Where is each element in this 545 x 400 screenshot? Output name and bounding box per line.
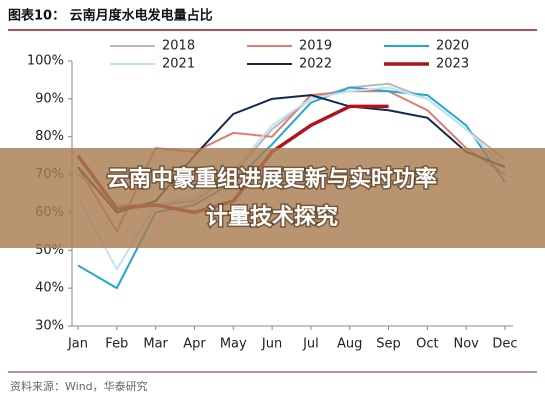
x-tick-label: May (220, 337, 247, 352)
x-tick-label: Oct (416, 337, 438, 352)
banner-bg (0, 148, 545, 248)
x-tick-label: Dec (492, 337, 517, 352)
x-tick-label: Nov (453, 337, 479, 352)
x-tick-label: Jan (67, 337, 88, 352)
banner-text: 计量技术探究 (206, 204, 338, 230)
chart-title: 图表10： 云南月度水电发电量占比 (8, 8, 213, 24)
legend-label: 2022 (299, 57, 332, 72)
legend-label: 2019 (299, 39, 332, 54)
x-tick-label: Apr (183, 337, 206, 352)
source: 资料来源：Wind，华泰研究 (10, 379, 148, 393)
x-tick-label: Jun (261, 337, 282, 352)
legend-label: 2020 (436, 39, 469, 54)
y-tick-label: 30% (35, 319, 64, 334)
y-tick-label: 80% (35, 129, 64, 144)
x-tick-label: Aug (337, 337, 362, 352)
y-tick-label: 90% (35, 91, 64, 106)
legend-label: 2023 (436, 57, 469, 72)
legend-label: 2021 (162, 57, 195, 72)
x-tick-label: Sep (376, 337, 401, 352)
banner-text: 云南中豪重组进展更新与实时功率 (107, 166, 437, 192)
y-tick-label: 40% (35, 281, 64, 296)
x-tick-label: Feb (105, 337, 128, 352)
legend-label: 2018 (162, 39, 195, 54)
x-tick-label: Mar (143, 337, 168, 352)
y-tick-label: 100% (27, 54, 64, 69)
x-tick-label: Jul (302, 337, 319, 352)
